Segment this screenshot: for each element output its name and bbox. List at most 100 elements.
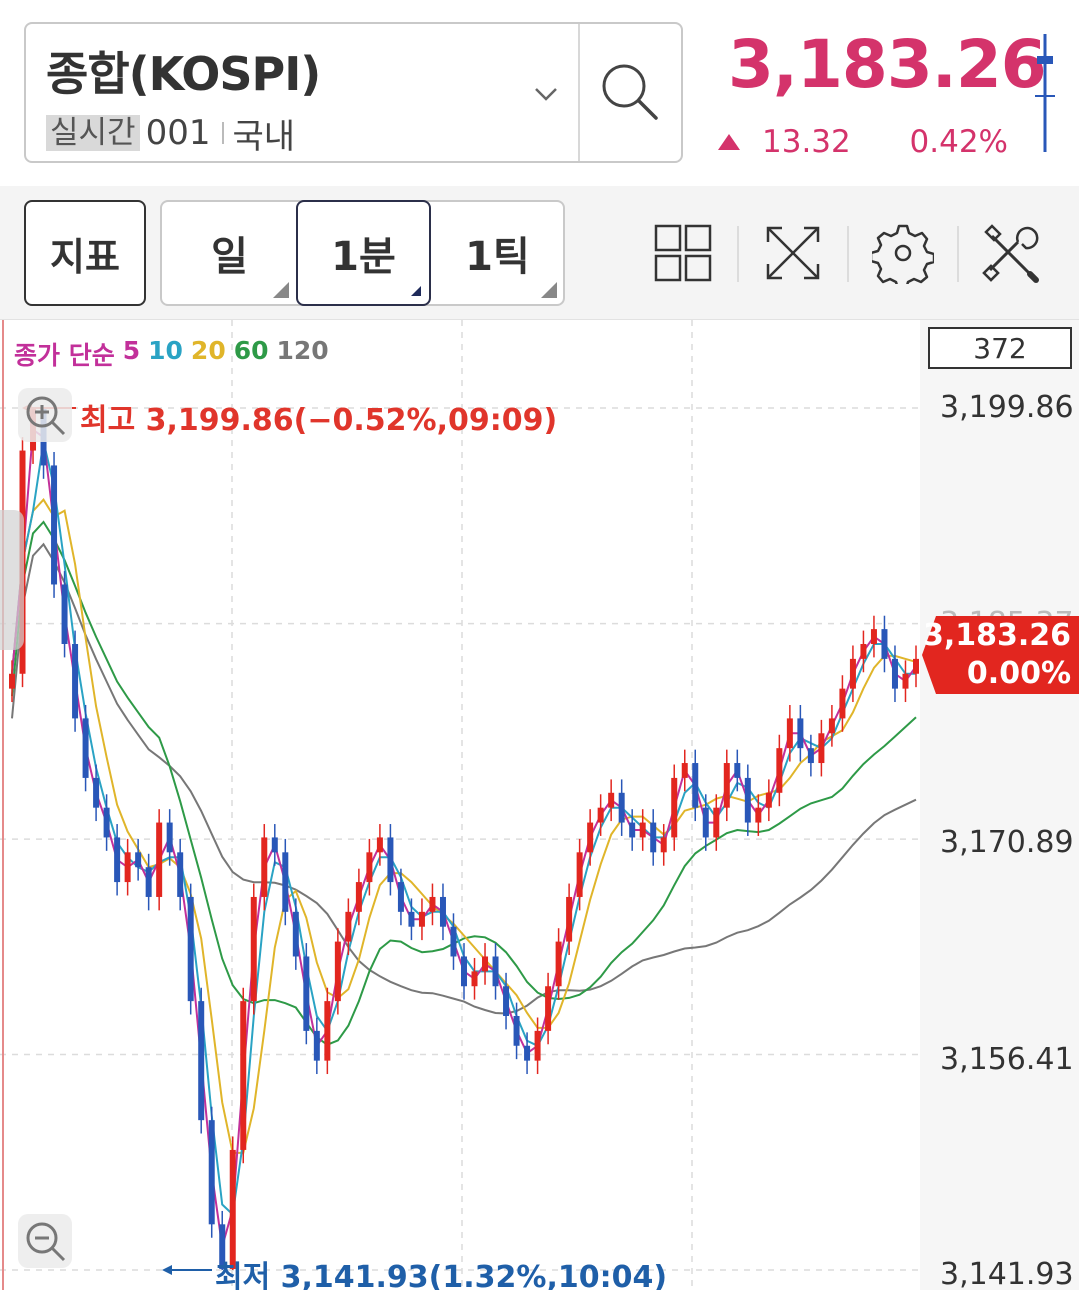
price-change: 13.32 bbox=[762, 124, 851, 160]
expand-icon[interactable] bbox=[762, 222, 824, 284]
candle-count-box[interactable]: 372 bbox=[928, 327, 1072, 369]
chart-legend: 종가 단순 5 10 20 60 120 bbox=[14, 336, 329, 372]
candle-body bbox=[324, 1001, 331, 1061]
chevron-down-icon[interactable] bbox=[532, 80, 560, 108]
candle-body bbox=[282, 852, 289, 912]
candle-body bbox=[870, 629, 877, 644]
candle-body bbox=[166, 822, 173, 853]
candle-body bbox=[629, 822, 636, 838]
low-pointer-arrow bbox=[162, 1265, 172, 1275]
candle-body bbox=[450, 926, 457, 957]
legend-item-ma10: 10 bbox=[148, 336, 183, 365]
divider bbox=[957, 226, 959, 282]
candle-body bbox=[828, 718, 835, 734]
stock-search-box[interactable]: 종합(KOSPI) 실시간 001 국내 bbox=[24, 22, 683, 163]
candle-body bbox=[250, 896, 257, 1002]
candle-body bbox=[114, 837, 121, 883]
price-change-pct: 0.42% bbox=[909, 124, 1008, 160]
candle-body bbox=[755, 807, 762, 823]
candle-body bbox=[187, 896, 194, 1002]
candle-body bbox=[881, 629, 888, 659]
candle-body bbox=[292, 911, 299, 957]
legend-item-ma20: 20 bbox=[190, 336, 226, 365]
candle-body bbox=[692, 763, 699, 808]
market-label: 국내 bbox=[232, 116, 296, 157]
candle-body bbox=[545, 986, 552, 1031]
zoom-in-icon bbox=[26, 396, 66, 436]
candle-body bbox=[418, 911, 425, 927]
mini-candle-icon bbox=[1035, 34, 1055, 152]
period-label: 1분 bbox=[331, 234, 396, 280]
period-1min-button[interactable]: 1분 bbox=[296, 200, 431, 306]
current-price: 3,183.26 bbox=[728, 26, 1047, 103]
candle-body bbox=[902, 673, 909, 689]
candle-body bbox=[723, 763, 730, 808]
candle-body bbox=[303, 956, 310, 1031]
candle-body bbox=[534, 1030, 541, 1061]
corner-indicator-icon bbox=[273, 282, 289, 298]
candle-body bbox=[702, 807, 709, 838]
ma60-line bbox=[11, 520, 917, 1046]
tools-icon[interactable] bbox=[982, 222, 1044, 284]
candle-body bbox=[103, 807, 110, 838]
candle-body bbox=[713, 807, 720, 838]
period-1tick-button[interactable]: 1틱 bbox=[430, 200, 565, 306]
candle-body bbox=[555, 941, 562, 987]
y-axis-label: 3,141.93 bbox=[940, 1257, 1074, 1290]
ma5-line bbox=[11, 427, 917, 1247]
zoom-out-icon bbox=[26, 1222, 66, 1262]
candle-body bbox=[51, 465, 58, 585]
candle-body bbox=[618, 792, 625, 823]
y-axis-panel bbox=[920, 320, 1079, 1290]
y-axis-label: 3,199.86 bbox=[940, 390, 1074, 425]
grid-icon[interactable] bbox=[652, 222, 714, 284]
candle-body bbox=[681, 763, 688, 778]
stock-code: 001 bbox=[145, 113, 211, 153]
candle-body bbox=[313, 1030, 320, 1061]
candle-body bbox=[524, 1045, 531, 1061]
legend-item-ma5: 5 bbox=[122, 336, 141, 365]
candle-body bbox=[240, 1001, 247, 1150]
indicator-button[interactable]: 지표 bbox=[24, 200, 146, 306]
zoom-in-button[interactable] bbox=[18, 388, 72, 442]
candle-body bbox=[597, 807, 604, 823]
candle-body bbox=[439, 896, 446, 927]
candle-body bbox=[492, 956, 499, 987]
candle-body bbox=[660, 837, 667, 853]
candle-body bbox=[839, 688, 846, 719]
up-arrow-icon bbox=[718, 134, 740, 150]
ma120-line bbox=[11, 542, 917, 1015]
candle-body bbox=[208, 1120, 215, 1225]
candle-body bbox=[334, 941, 341, 1002]
candle-body bbox=[891, 658, 898, 689]
gear-icon[interactable] bbox=[872, 222, 934, 284]
divider bbox=[578, 24, 580, 161]
candle-body bbox=[860, 643, 867, 659]
search-button[interactable] bbox=[580, 24, 683, 161]
candle-body bbox=[198, 1001, 205, 1121]
candle-body bbox=[366, 852, 373, 883]
candle-body bbox=[72, 643, 79, 719]
y-axis-label: 3,156.41 bbox=[940, 1042, 1074, 1077]
zoom-out-button[interactable] bbox=[18, 1214, 72, 1268]
candle-body bbox=[355, 882, 362, 912]
divider bbox=[737, 226, 739, 282]
candle-body bbox=[135, 852, 142, 868]
stock-name[interactable]: 종합(KOSPI) bbox=[46, 47, 321, 101]
candle-body bbox=[566, 896, 573, 942]
ma10-line bbox=[11, 441, 916, 1217]
candle-body bbox=[797, 718, 804, 749]
period-day-button[interactable]: 일 bbox=[162, 200, 297, 306]
candle-body bbox=[671, 777, 678, 838]
candle-body bbox=[807, 748, 814, 764]
candle-body bbox=[471, 971, 478, 987]
period-label: 일 bbox=[211, 234, 248, 280]
price-tag-value: 3,183.26 bbox=[922, 618, 1071, 653]
candle-body bbox=[93, 777, 100, 808]
price-chart[interactable] bbox=[0, 320, 1079, 1290]
legend-item-ma60: 60 bbox=[233, 336, 269, 365]
ma20-line bbox=[11, 498, 917, 1154]
scroll-handle[interactable] bbox=[0, 510, 24, 650]
candle-body bbox=[461, 956, 467, 987]
candle-body bbox=[576, 852, 583, 897]
